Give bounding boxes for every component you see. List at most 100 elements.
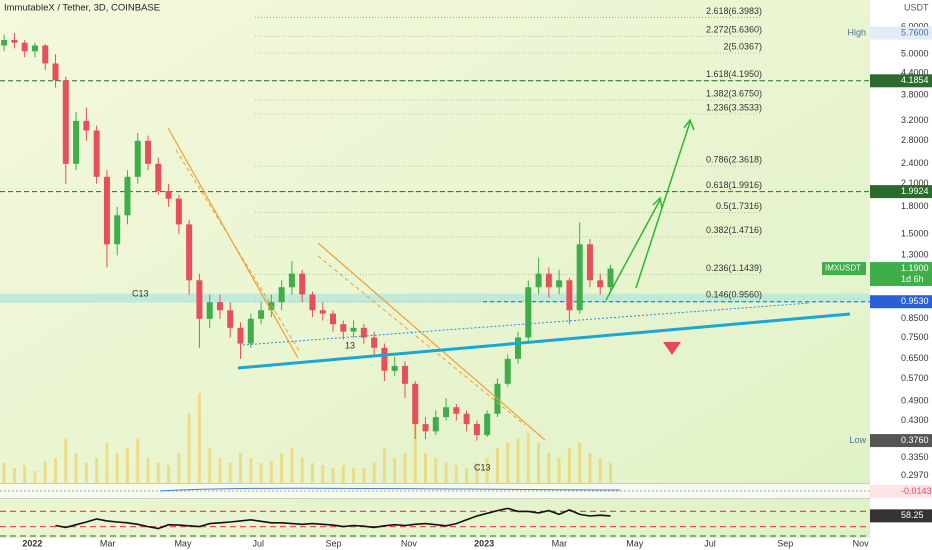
- volume-bar: [475, 463, 479, 483]
- symbol-tag: [822, 262, 866, 276]
- trend-line: [175, 149, 301, 353]
- support-trend-line: [237, 312, 851, 370]
- candle-body: [258, 310, 265, 319]
- candle-body: [350, 327, 357, 332]
- y-tick-label: 1.5000: [901, 228, 929, 238]
- y-tick-label: 0.6500: [901, 353, 929, 363]
- volume-bar: [393, 458, 397, 483]
- volume-bar: [362, 468, 366, 483]
- candle-body: [545, 273, 552, 288]
- candle-body: [155, 163, 162, 192]
- volume-bar: [341, 465, 345, 483]
- candle-body: [103, 176, 110, 245]
- volume-bar: [115, 453, 119, 483]
- volume-bar: [74, 453, 78, 483]
- y-tick-label: 2.4000: [901, 158, 929, 168]
- x-tick-label: Sep: [326, 538, 342, 548]
- fib-label: 1.618(4.1950): [706, 69, 762, 79]
- x-tick-label: May: [174, 538, 192, 548]
- trend-line: [317, 242, 546, 441]
- volume-bar: [413, 423, 417, 483]
- volume-bar: [526, 433, 530, 483]
- rsi-tag: [870, 509, 932, 523]
- candle-body: [401, 365, 408, 384]
- x-tick-label: Mar: [100, 538, 116, 548]
- y-tick-label: 0.5700: [901, 373, 929, 383]
- y-tick-label: 1.3000: [901, 250, 929, 260]
- candle-body: [165, 191, 172, 199]
- volume-bar: [228, 463, 232, 483]
- candle-body: [62, 80, 69, 164]
- annotation: 13: [345, 340, 355, 350]
- fib-label: 0.236(1.1439): [706, 263, 762, 273]
- candle-body: [473, 424, 480, 436]
- candle-body: [576, 244, 583, 311]
- candle-body: [484, 413, 491, 436]
- candle-body: [299, 273, 306, 295]
- volume-bar: [95, 458, 99, 483]
- volume-bar: [547, 453, 551, 483]
- volume-bar: [300, 458, 304, 483]
- volume-bar: [208, 448, 212, 483]
- price-tag-label: 1.9924: [901, 186, 929, 196]
- candle-body: [73, 120, 80, 164]
- arrow-head: [683, 118, 695, 131]
- fib-label: 2(5.0367): [723, 42, 762, 52]
- down-marker: [663, 342, 681, 355]
- x-tick-label: Jul: [252, 538, 264, 548]
- x-tick-label: Mar: [552, 538, 568, 548]
- volume-bar: [84, 463, 88, 483]
- candle-body: [525, 287, 532, 338]
- projection-arrow: [635, 121, 691, 289]
- time-axis: [0, 538, 870, 550]
- candle-body: [21, 42, 28, 52]
- volume-bar: [403, 453, 407, 483]
- candle-body: [535, 273, 542, 288]
- low-tag: [870, 434, 932, 448]
- volume-bar: [280, 453, 284, 483]
- volume-bar: [23, 465, 27, 483]
- y-tick-label: 6.0000: [901, 21, 929, 31]
- price-tag: [870, 185, 932, 199]
- trend-line: [317, 255, 526, 426]
- volume-bar: [444, 463, 448, 483]
- last-price-tag: [870, 262, 932, 287]
- candle-body: [412, 383, 419, 425]
- volume-bar: [598, 458, 602, 483]
- volume-bar: [352, 468, 356, 483]
- candle-body: [586, 244, 593, 281]
- volume-bar: [557, 458, 561, 483]
- candle-body: [371, 337, 378, 348]
- low-name: Low: [849, 435, 866, 445]
- y-tick-label: 3.8000: [901, 90, 929, 100]
- fib-label: 1.236(3.3533): [706, 102, 762, 112]
- volume-bar: [187, 413, 191, 483]
- volume-bar: [125, 448, 129, 483]
- candle-body: [463, 413, 470, 425]
- macd-pane: [0, 484, 870, 498]
- volume-bar: [167, 465, 171, 483]
- y-tick-label: 1.8000: [901, 201, 929, 211]
- fib-label: 2.272(5.6360): [706, 25, 762, 35]
- y-tick-label: 0.4900: [901, 395, 929, 405]
- candle-body: [145, 140, 152, 164]
- candle-body: [31, 45, 38, 52]
- candle-body: [607, 268, 614, 288]
- volume-bar: [43, 461, 47, 483]
- y-tick-label: 3.2000: [901, 115, 929, 125]
- chart-title: ImmutableX / Tether, 3D, COINBASE: [4, 3, 160, 14]
- candle-body: [340, 324, 347, 332]
- candle-body: [381, 347, 388, 371]
- x-tick-label: 2023: [474, 538, 494, 548]
- candle-body: [288, 273, 295, 288]
- candle-body: [597, 280, 604, 288]
- projection-arrow: [605, 199, 661, 301]
- y-tick-label: 0.2970: [901, 470, 929, 480]
- y-tick-label: 2.8000: [901, 135, 929, 145]
- volume-bar: [259, 463, 263, 483]
- candle-body: [278, 287, 285, 303]
- volume-bar: [156, 463, 160, 483]
- candle-body: [432, 417, 439, 432]
- y-tick-label: 5.0000: [901, 49, 929, 59]
- y-tick-label: 0.3350: [901, 452, 929, 462]
